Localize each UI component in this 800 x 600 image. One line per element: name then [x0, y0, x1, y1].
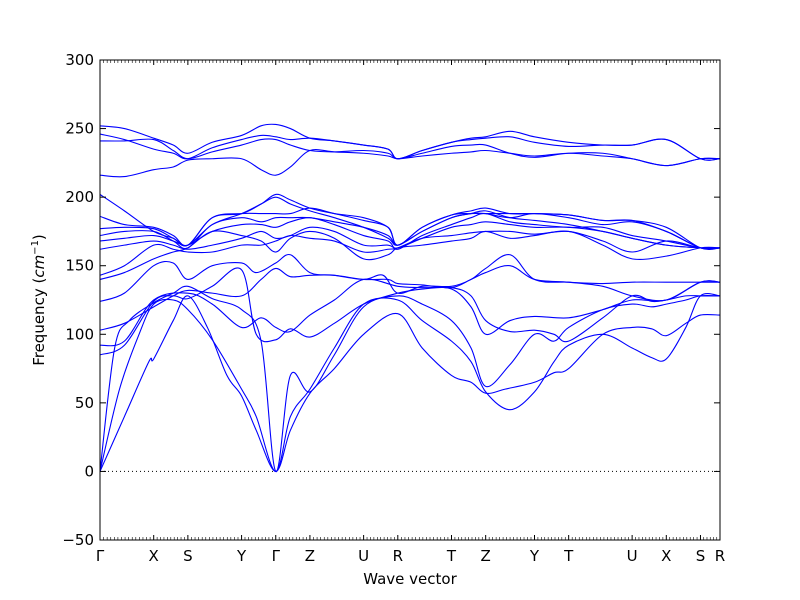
y-tick-label: 250	[65, 120, 94, 138]
branches	[100, 123, 720, 472]
y-tick-label: 100	[65, 325, 94, 343]
phonon-branch-19	[100, 123, 720, 161]
x-tick-label: S	[696, 547, 706, 565]
phonon-branch-6	[100, 265, 720, 331]
y-tick-label: −50	[62, 531, 94, 549]
phonon-branch-3	[100, 285, 720, 472]
phonon-branch-2	[100, 293, 720, 472]
y-axis-ticks: −50 0 50 100 150 200 250 300	[62, 51, 720, 549]
phonon-branch-17	[100, 138, 720, 167]
plot-content	[100, 123, 720, 472]
phonon-branch-5	[100, 278, 720, 347]
y-tick-label: 200	[65, 188, 94, 206]
x-tick-label: R	[393, 547, 403, 565]
y-tick-label: 50	[75, 394, 94, 412]
x-tick-label: Y	[529, 547, 540, 565]
phonon-branch-15	[100, 193, 720, 249]
x-tick-label: T	[563, 547, 574, 565]
x-tick-label: Γ	[96, 547, 105, 565]
y-tick-label: 0	[84, 462, 94, 480]
y-tick-label: 300	[65, 51, 94, 69]
phonon-branch-4	[100, 267, 720, 356]
y-tick-label: 150	[65, 257, 94, 275]
phonon-branch-16	[100, 149, 720, 178]
x-tick-label: Z	[481, 547, 491, 565]
x-tick-label: Z	[305, 547, 315, 565]
x-tick-label: X	[661, 547, 671, 565]
phonon-branch-14	[100, 193, 720, 250]
y-axis-label-unit: cm	[30, 255, 48, 278]
x-axis-label: Wave vector	[363, 570, 457, 588]
x-tick-label: R	[715, 547, 725, 565]
phonon-branch-9	[100, 230, 720, 276]
y-axis-label: Frequency (cm−1)	[30, 234, 48, 366]
y-axis-label-close: )	[30, 234, 48, 240]
plot-frame	[99, 59, 721, 541]
y-axis-label-text: Frequency (	[30, 278, 48, 366]
x-tick-label: T	[446, 547, 457, 565]
x-tick-label: X	[149, 547, 159, 565]
phonon-branch-1	[100, 295, 720, 472]
phonon-branch-7	[100, 253, 720, 302]
y-axis-label-exponent: −1	[30, 240, 41, 255]
x-tick-label: S	[183, 547, 193, 565]
phonon-branch-12	[100, 212, 720, 250]
x-tick-label: Y	[236, 547, 247, 565]
x-tick-label: U	[627, 547, 638, 565]
x-tick-label: U	[358, 547, 369, 565]
x-tick-label: Γ	[272, 547, 281, 565]
